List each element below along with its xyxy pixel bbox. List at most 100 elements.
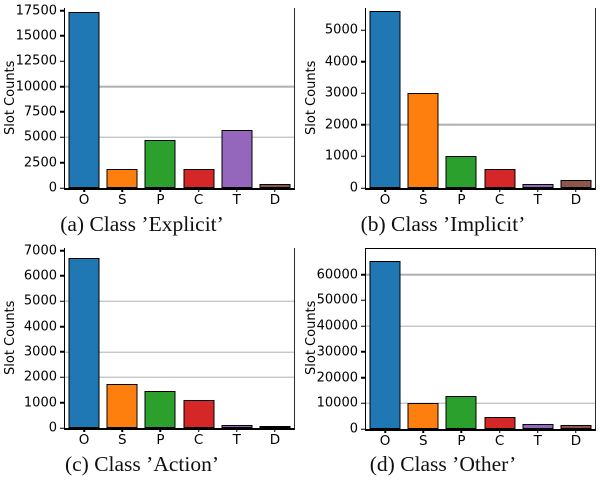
chart-class-other: Slot Counts 0 10000 20000 30000 40000 50000 60… — [301, 240, 602, 480]
x-tick-label: S — [418, 433, 428, 449]
gridline-2000 — [366, 124, 595, 126]
x-tick-mark — [460, 188, 463, 192]
y-tick-label: 30000 — [316, 344, 358, 360]
chart-caption: (c) Class ’Action’ — [64, 452, 220, 476]
y-tick-label: 0 — [349, 180, 358, 196]
bar-T — [522, 184, 554, 188]
y-tick-mark — [361, 376, 366, 379]
gridline-2000 — [65, 376, 294, 378]
x-tick-label: T — [232, 432, 241, 448]
y-tick-mark — [361, 402, 366, 405]
bar-P — [445, 156, 477, 188]
x-tick-mark — [498, 429, 501, 433]
plot-area: 0 1000 2000 3000 4000 5000 6000 7000 O S P C T D — [24, 244, 295, 447]
chart-caption: (d) Class ’Other’ — [369, 452, 517, 476]
y-tick-mark — [60, 161, 65, 164]
y-tick-label: 0 — [349, 421, 358, 437]
x-tick-mark — [537, 429, 539, 433]
bar-O — [68, 258, 100, 428]
y-tick-label: 0 — [48, 180, 57, 196]
y-tick-mark — [361, 299, 366, 302]
x-tick-mark — [159, 428, 162, 432]
x-tick-label: O — [379, 192, 391, 208]
bar-D — [259, 183, 291, 188]
bar-C — [484, 169, 516, 188]
y-tick-label: 7000 — [23, 243, 57, 259]
gridline-3000 — [65, 351, 294, 353]
bar-P — [144, 391, 176, 428]
y-tick-label: 40000 — [316, 318, 358, 334]
y-tick-mark — [60, 35, 65, 37]
plot-area: 0 2500 5000 7500 10000 12500 15000 17500 O S P C T D — [16, 4, 295, 207]
x-tick-label: T — [533, 192, 542, 208]
y-tick-mark — [60, 401, 65, 404]
chart-caption: (a) Class ’Explicit’ — [60, 212, 224, 236]
y-tick-label: 5000 — [23, 129, 57, 145]
y-tick-mark — [361, 29, 366, 31]
bar-T — [522, 424, 554, 429]
bar-C — [183, 400, 215, 428]
chart-caption: (b) Class ’Implicit’ — [360, 212, 526, 236]
bar-D — [259, 425, 291, 428]
x-tick-mark — [236, 428, 238, 432]
y-tick-mark — [60, 249, 65, 252]
y-tick-label: 4000 — [324, 54, 358, 70]
x-tick-mark — [159, 188, 162, 192]
x-tick-label: P — [457, 433, 466, 449]
bar-S — [407, 402, 439, 429]
y-tick-mark — [361, 92, 366, 95]
y-tick-mark — [60, 300, 65, 302]
y-tick-label: 17500 — [15, 3, 57, 19]
x-tick-mark — [197, 428, 200, 432]
x-tick-label: O — [78, 432, 90, 448]
y-tick-label: 2000 — [23, 369, 57, 385]
y-tick-label: 0 — [48, 420, 57, 436]
y-tick-mark — [60, 275, 65, 277]
x-tick-label: O — [379, 433, 391, 449]
gridline-10000 — [65, 85, 294, 88]
x-tick-mark — [121, 188, 123, 192]
x-tick-label: C — [193, 432, 204, 448]
y-tick-label: 15000 — [15, 28, 57, 44]
x-tick-mark — [422, 429, 424, 433]
chart-class-action: Slot Counts 0 1000 2000 3000 4000 5000 6000 700… — [0, 240, 301, 480]
y-tick-mark — [361, 428, 366, 430]
plot-area: 0 1000 2000 3000 4000 5000 O S P C T D — [325, 8, 596, 207]
x-tick-mark — [575, 429, 577, 433]
y-tick-label: 6000 — [23, 268, 57, 284]
x-tick-mark — [83, 188, 85, 192]
x-tick-mark — [384, 429, 386, 433]
y-tick-mark — [361, 325, 366, 327]
x-tick-mark — [460, 429, 463, 433]
y-tick-label: 1000 — [324, 148, 358, 164]
y-tick-mark — [60, 325, 65, 328]
y-tick-label: 20000 — [316, 370, 358, 386]
y-tick-mark — [361, 60, 366, 63]
bar-S — [106, 168, 138, 188]
x-tick-label: T — [533, 433, 542, 449]
x-tick-mark — [537, 188, 539, 192]
bar-C — [484, 416, 516, 429]
y-tick-label: 12500 — [15, 53, 57, 69]
x-tick-label: D — [269, 192, 281, 208]
y-tick-label: 10000 — [316, 395, 358, 411]
y-tick-mark — [60, 85, 65, 88]
y-tick-mark — [361, 351, 366, 353]
y-tick-mark — [361, 124, 366, 126]
x-tick-label: D — [570, 433, 582, 449]
x-tick-label: C — [193, 192, 204, 208]
bar-S — [407, 93, 439, 188]
y-tick-mark — [60, 9, 65, 12]
gridline-60000 — [366, 274, 595, 276]
x-tick-label: D — [570, 192, 582, 208]
gridline-10000 — [366, 402, 595, 404]
y-tick-label: 1000 — [23, 395, 57, 411]
y-tick-mark — [361, 155, 366, 158]
bar-T — [221, 130, 253, 188]
chart-class-explicit: Slot Counts 0 2500 5000 7500 10000 12500 15000… — [0, 0, 301, 240]
y-tick-mark — [361, 273, 366, 276]
x-tick-label: O — [78, 192, 90, 208]
x-tick-mark — [274, 188, 276, 192]
chart-class-implicit: Slot Counts 0 1000 2000 3000 4000 5000 O S P C T D … — [301, 0, 602, 240]
